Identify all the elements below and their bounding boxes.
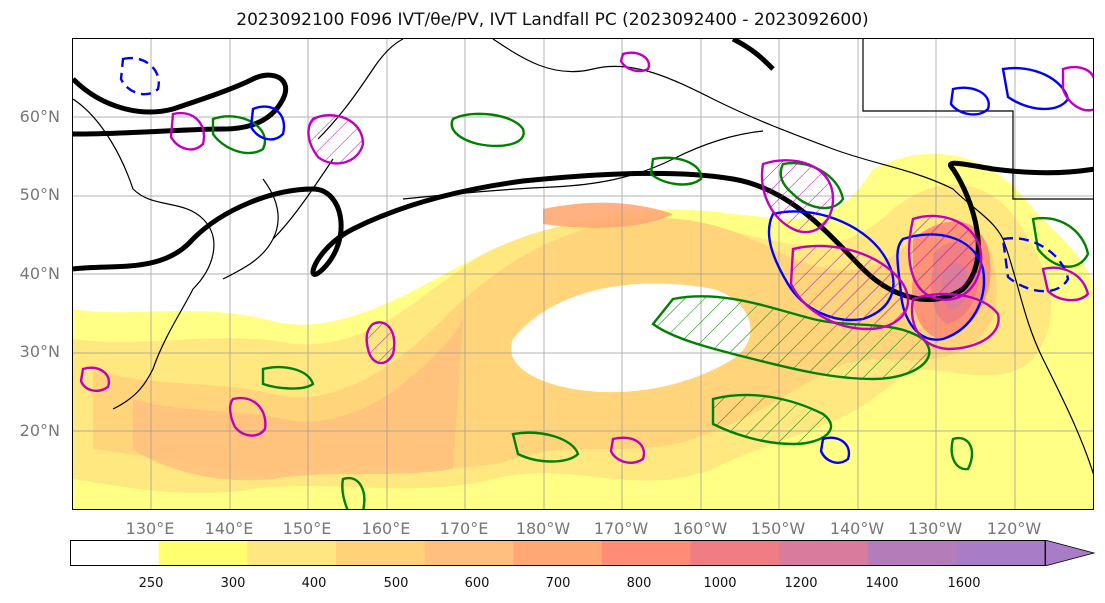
colorbar-tick-400: 400 (301, 576, 327, 591)
lon-label-130w: 130°W (907, 519, 963, 538)
jet-contour-top (731, 39, 775, 71)
coast-na-border (862, 39, 1093, 200)
colorbar-tick-300: 300 (220, 576, 246, 591)
lat-label-20n: 20°N (19, 421, 60, 440)
lon-label-180w: 180°W (515, 519, 571, 538)
lon-label-140w: 140°W (829, 519, 885, 538)
map-title: 2023092100 F096 IVT/θe/PV, IVT Landfall … (236, 10, 869, 30)
colorbar-tick-1200: 1200 (784, 576, 818, 591)
coast-asia (73, 98, 215, 410)
coast-aleutians (402, 130, 764, 200)
colorbar (70, 540, 1096, 566)
colorbar-segment (335, 540, 426, 566)
lon-label-120w: 120°W (986, 519, 1042, 538)
lon-label-160e: 160°E (361, 519, 411, 538)
theta-e-contours (211, 112, 1090, 509)
colorbar-arrow (1044, 540, 1096, 566)
colorbar-tick-1000: 1000 (703, 576, 737, 591)
ivt-band-500 (133, 319, 463, 481)
colorbar-segment (70, 540, 160, 566)
lon-label-130e: 130°E (125, 519, 175, 538)
ivt-fill (73, 153, 1093, 509)
lon-label-140e: 140°E (204, 519, 254, 538)
colorbar-tick-1600: 1600 (947, 576, 981, 591)
colorbar-segment (690, 540, 780, 566)
map-plot (73, 39, 1093, 509)
jet-contour (73, 160, 1093, 302)
colorbar-segment (956, 540, 1046, 566)
lon-label-150e: 150°E (282, 519, 332, 538)
jet-contour-north (73, 72, 289, 137)
colorbar-tick-700: 700 (545, 576, 571, 591)
lat-label-40n: 40°N (19, 264, 60, 283)
colorbar-tick-800: 800 (626, 576, 652, 591)
ivt-pc-contours (79, 51, 1093, 464)
lon-label-170w: 170°W (593, 519, 649, 538)
colorbar-tick-500: 500 (383, 576, 409, 591)
colorbar-tick-250: 250 (138, 576, 164, 591)
lat-label-60n: 60°N (19, 107, 60, 126)
colorbar-segment (513, 540, 603, 566)
colorbar-segment (867, 540, 957, 566)
lat-label-30n: 30°N (19, 342, 60, 361)
colorbar-segment (779, 540, 869, 566)
lon-label-160w: 160°W (672, 519, 728, 538)
colorbar-segment (424, 540, 514, 566)
coast-alaska (492, 39, 1093, 475)
colorbar-segment (158, 540, 248, 566)
colorbar-segment (601, 540, 691, 566)
colorbar-tick-600: 600 (464, 576, 490, 591)
lat-label-50n: 50°N (19, 185, 60, 204)
ivt-band-600 (543, 202, 673, 228)
map-frame (72, 38, 1094, 510)
coastlines (73, 39, 1093, 475)
lon-label-150w: 150°W (750, 519, 806, 538)
colorbar-tick-1400: 1400 (865, 576, 899, 591)
lon-label-170e: 170°E (439, 519, 489, 538)
colorbar-segment (247, 540, 337, 566)
coast-kurils (272, 158, 334, 240)
